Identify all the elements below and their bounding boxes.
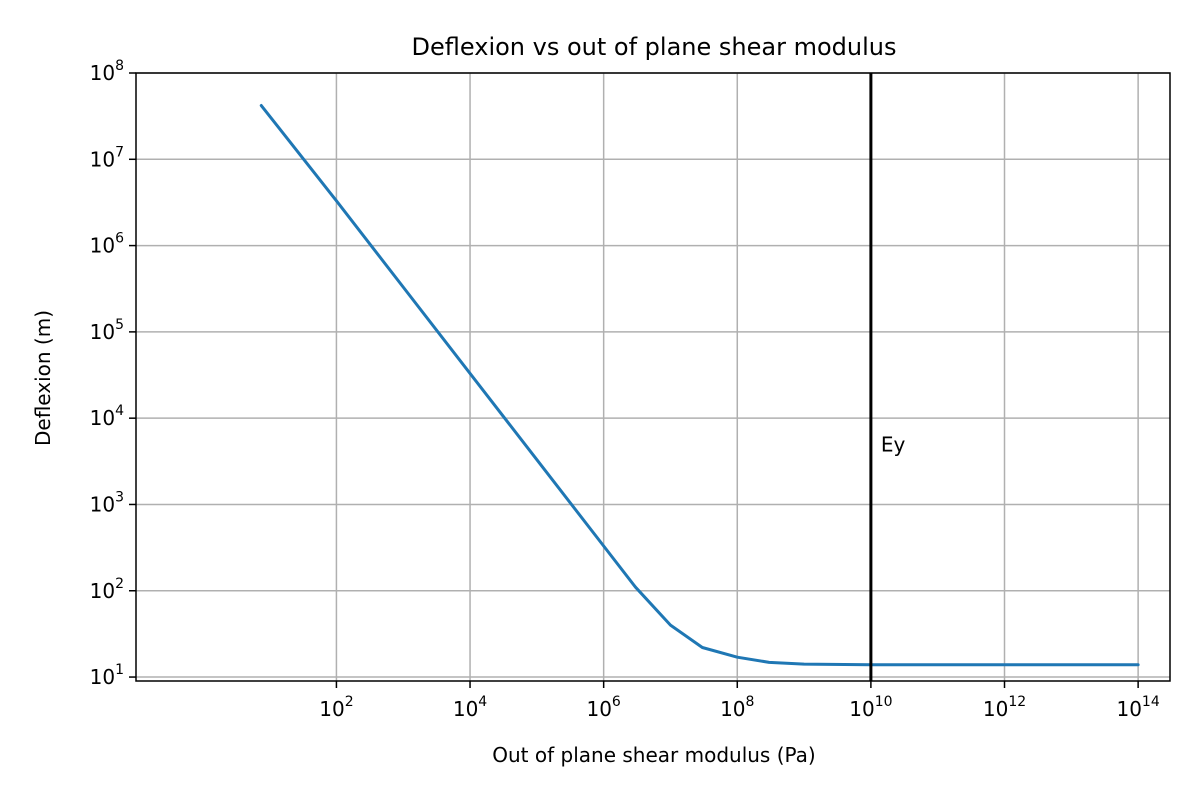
x-tick-exp: 4 [478,694,487,710]
y-tick-label: 107 [90,144,124,171]
y-tick-base: 10 [90,406,115,430]
y-tick-exp: 6 [115,231,124,247]
x-tick-base: 10 [720,697,745,721]
x-tick-base: 10 [983,697,1008,721]
plot-frame [135,72,1171,682]
y-tick-base: 10 [90,234,115,258]
x-tick-label: 1010 [849,694,892,721]
x-axis-label: Out of plane shear modulus (Pa) [492,743,815,767]
x-tick-label: 104 [453,694,487,721]
y-tick-exp: 2 [115,576,124,592]
y-tick-label: 105 [90,317,124,344]
y-tick-base: 10 [90,61,115,85]
y-tick-exp: 8 [115,58,124,74]
x-tick-label: 1014 [1116,694,1159,721]
y-tick-label: 106 [90,231,124,258]
series-line [259,104,1140,667]
x-tick-base: 10 [453,697,478,721]
x-tick-base: 10 [849,697,874,721]
x-tick-label: 102 [319,694,353,721]
y-axis-label: Deflexion (m) [31,310,55,446]
x-tick-exp: 6 [612,694,621,710]
y-tick-base: 10 [90,492,115,516]
x-tick-base: 10 [319,697,344,721]
x-tick-label: 108 [720,694,754,721]
y-tick-exp: 1 [115,662,124,678]
y-tick-label: 103 [90,489,124,516]
y-tick-label: 108 [90,58,124,85]
y-tick-base: 10 [90,665,115,689]
x-axis-ticks: 102 104 106 108 1010 1012 1014 [319,681,1160,721]
y-tick-label: 104 [90,403,124,430]
x-tick-label: 106 [586,694,620,721]
y-tick-base: 10 [90,147,115,171]
x-tick-label: 1012 [983,694,1026,721]
x-tick-exp: 12 [1008,694,1026,710]
x-tick-base: 10 [1116,697,1141,721]
vline-label: Ey [881,432,906,456]
vline-layer: Ey [869,73,906,681]
y-tick-label: 101 [90,662,124,689]
grid [136,72,1170,681]
y-tick-exp: 5 [115,317,124,333]
x-tick-exp: 8 [746,694,755,710]
x-tick-exp: 10 [875,694,893,710]
y-tick-exp: 3 [115,489,124,505]
x-tick-exp: 14 [1142,694,1160,710]
y-tick-label: 102 [90,576,124,603]
x-tick-exp: 2 [345,694,354,710]
series-layer [259,104,1140,667]
y-tick-exp: 4 [115,403,124,419]
y-tick-exp: 7 [115,144,124,160]
x-tick-base: 10 [586,697,611,721]
y-tick-base: 10 [90,579,115,603]
chart-title: Deflexion vs out of plane shear modulus [412,33,897,61]
y-tick-base: 10 [90,320,115,344]
